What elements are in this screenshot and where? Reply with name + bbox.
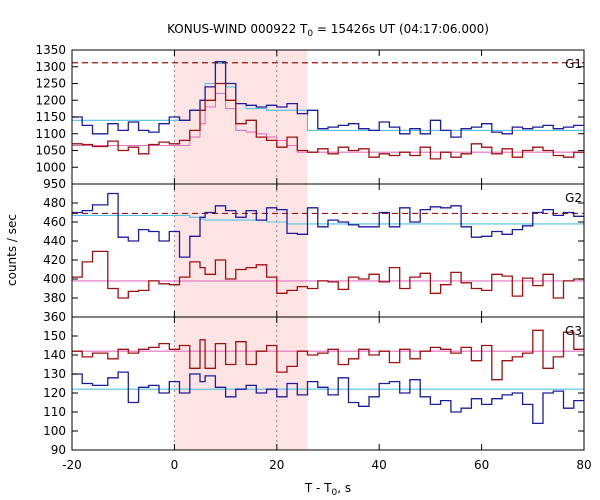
plot-background: [72, 50, 584, 450]
x-tick-label: -20: [62, 458, 82, 472]
g1-y-tick-label: 1000: [35, 160, 66, 174]
g2-y-tick-label: 360: [43, 310, 66, 324]
plot-frame: [71, 49, 585, 451]
g2-y-tick-label: 380: [43, 291, 66, 305]
y-axis-label: counts / sec: [5, 214, 19, 286]
tick-labels: 95010001050110011501200125013001350G1360…: [35, 43, 591, 472]
g1-panel-label: G1: [565, 57, 582, 71]
x-tick-label: 60: [474, 458, 489, 472]
g2-y-tick-label: 460: [43, 215, 66, 229]
g3-red-series-line: [72, 329, 584, 381]
x-tick-label: 20: [269, 458, 284, 472]
chart-title: KONUS-WIND 000922 T0 = 15426s UT (04:17:…: [167, 22, 489, 39]
g1-y-tick-label: 950: [43, 177, 66, 191]
x-tick-label: 80: [576, 458, 591, 472]
g1-y-tick-label: 1250: [35, 77, 66, 91]
g3-y-tick-label: 140: [43, 348, 66, 362]
g2-red-series-line: [72, 250, 584, 299]
g3-panel-label: G3: [565, 324, 582, 338]
g1-blue-series-line: [72, 61, 584, 138]
g3-y-tick-label: 110: [43, 405, 66, 419]
g2-blue-model-line: [72, 214, 584, 225]
g3-y-tick-label: 120: [43, 386, 66, 400]
x-tick-label: 0: [171, 458, 179, 472]
g1-y-tick-label: 1300: [35, 60, 66, 74]
g3-blue-series-line: [72, 371, 584, 425]
g1-y-tick-label: 1050: [35, 144, 66, 158]
chart-marks: [72, 50, 584, 450]
g2-y-tick-label: 440: [43, 234, 66, 248]
g3-y-tick-label: 130: [43, 367, 66, 381]
g2-y-tick-label: 400: [43, 272, 66, 286]
g2-y-tick-label: 420: [43, 253, 66, 267]
x-axis-label: T - T0, s: [304, 481, 351, 498]
g3-panel-frame: [71, 316, 585, 451]
g1-red-series-line: [72, 82, 584, 160]
g3-y-tick-label: 90: [51, 443, 66, 457]
x-tick-label: 40: [372, 458, 387, 472]
g2-blue-series-line: [72, 192, 584, 258]
g1-y-tick-label: 1150: [35, 110, 66, 124]
g2-panel-label: G2: [565, 191, 582, 205]
g1-y-tick-label: 1100: [35, 127, 66, 141]
g2-y-tick-label: 480: [43, 196, 66, 210]
g1-y-tick-label: 1200: [35, 93, 66, 107]
shaded-interval: [174, 50, 308, 450]
g1-y-tick-label: 1350: [35, 43, 66, 57]
g3-y-tick-label: 100: [43, 424, 66, 438]
g3-y-tick-label: 150: [43, 329, 66, 343]
g1-blue-model-line: [72, 62, 584, 131]
